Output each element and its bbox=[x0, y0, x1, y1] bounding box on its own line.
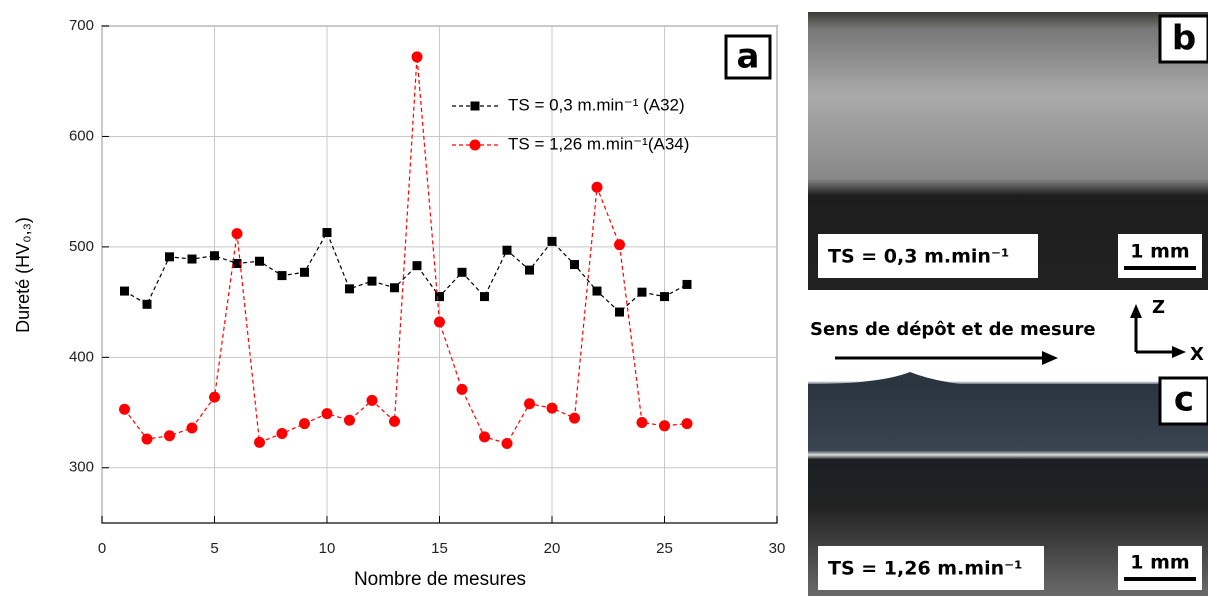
panel-label: a bbox=[737, 37, 760, 77]
scale-box bbox=[1118, 546, 1202, 590]
y-tick-label: 500 bbox=[69, 238, 94, 255]
data-point bbox=[165, 252, 174, 262]
legend-label: TS = 0,3 m.min⁻¹ (A32) bbox=[508, 95, 685, 114]
data-point bbox=[480, 292, 489, 302]
legend-marker bbox=[470, 101, 480, 111]
data-point bbox=[187, 254, 197, 264]
panel-label: c bbox=[1174, 380, 1194, 420]
data-point bbox=[660, 292, 669, 302]
data-point bbox=[525, 265, 534, 275]
data-point bbox=[255, 256, 264, 266]
panel-label-box bbox=[1158, 376, 1208, 426]
x-tick-label: 30 bbox=[769, 540, 786, 557]
data-point bbox=[389, 415, 400, 427]
panel-label: b bbox=[1172, 19, 1196, 59]
caption-box bbox=[818, 234, 1038, 278]
y-tick-label: 700 bbox=[69, 17, 94, 34]
x-tick-label: 5 bbox=[210, 540, 218, 557]
panel-label-box bbox=[1158, 14, 1208, 64]
data-point bbox=[344, 414, 355, 426]
data-point bbox=[592, 286, 602, 296]
data-point bbox=[141, 433, 153, 445]
caption: TS = 0,3 m.min⁻¹ bbox=[828, 246, 1009, 268]
arrow-head bbox=[1172, 346, 1186, 358]
x-tick-label: 25 bbox=[656, 540, 673, 557]
data-point bbox=[321, 408, 333, 420]
data-point bbox=[681, 418, 693, 430]
scale-box bbox=[1118, 234, 1202, 278]
arrow-head bbox=[1130, 304, 1142, 318]
y-tick-label: 400 bbox=[69, 348, 94, 365]
series-line bbox=[124, 56, 688, 445]
x-axis-title: Nombre de mesures bbox=[354, 569, 526, 590]
data-point bbox=[501, 437, 513, 449]
arrow-head bbox=[1042, 351, 1058, 365]
data-point bbox=[547, 236, 557, 246]
data-point bbox=[299, 418, 310, 430]
data-point bbox=[591, 181, 603, 193]
axis-z-label: Z bbox=[1152, 297, 1165, 318]
x-tick-label: 10 bbox=[319, 540, 336, 557]
data-point bbox=[345, 284, 354, 294]
data-point bbox=[186, 422, 198, 434]
data-point bbox=[390, 283, 399, 293]
data-point bbox=[456, 383, 468, 395]
data-point bbox=[142, 299, 152, 309]
legend-label: TS = 1,26 m.min⁻¹(A34) bbox=[508, 134, 689, 153]
caption-box bbox=[818, 546, 1044, 590]
legend-marker bbox=[469, 139, 481, 151]
data-point bbox=[300, 267, 309, 277]
data-point bbox=[164, 430, 175, 442]
data-point bbox=[615, 307, 624, 317]
data-point bbox=[546, 402, 558, 414]
data-point bbox=[120, 286, 129, 296]
data-point bbox=[366, 394, 378, 406]
data-point bbox=[210, 251, 219, 261]
data-point bbox=[209, 391, 220, 403]
data-point bbox=[659, 420, 670, 432]
data-point bbox=[569, 412, 580, 424]
caption: TS = 1,26 m.min⁻¹ bbox=[828, 558, 1023, 580]
deposit-profile bbox=[808, 372, 1208, 390]
data-point bbox=[682, 279, 692, 289]
data-point bbox=[367, 276, 377, 286]
data-point bbox=[254, 436, 265, 448]
direction-label: Sens de dépôt et de mesure bbox=[810, 319, 1096, 340]
scale-label: 1 mm bbox=[1130, 241, 1189, 263]
data-point bbox=[524, 398, 535, 410]
data-point bbox=[614, 239, 625, 251]
data-point bbox=[232, 258, 242, 268]
data-point bbox=[435, 292, 444, 302]
data-point bbox=[277, 271, 287, 281]
data-point bbox=[411, 51, 423, 63]
data-point bbox=[570, 260, 579, 270]
y-axis-title: Dureté (HV₀,₃) bbox=[13, 217, 33, 333]
scale-label: 1 mm bbox=[1130, 552, 1189, 574]
data-point bbox=[322, 228, 332, 238]
data-point bbox=[231, 228, 243, 240]
data-point bbox=[479, 431, 490, 443]
panel-label-box bbox=[724, 34, 772, 80]
axis-x-label: X bbox=[1190, 344, 1204, 365]
y-tick-label: 300 bbox=[69, 459, 94, 476]
x-tick-label: 20 bbox=[544, 540, 561, 557]
data-point bbox=[276, 428, 288, 440]
data-point bbox=[637, 287, 647, 297]
y-tick-label: 600 bbox=[69, 127, 94, 144]
data-point bbox=[434, 316, 445, 328]
data-point bbox=[412, 261, 422, 271]
data-point bbox=[457, 267, 467, 277]
data-point bbox=[502, 245, 512, 255]
data-point bbox=[636, 416, 648, 428]
data-point bbox=[119, 403, 130, 415]
x-tick-label: 0 bbox=[98, 540, 106, 557]
x-tick-label: 15 bbox=[431, 540, 448, 557]
